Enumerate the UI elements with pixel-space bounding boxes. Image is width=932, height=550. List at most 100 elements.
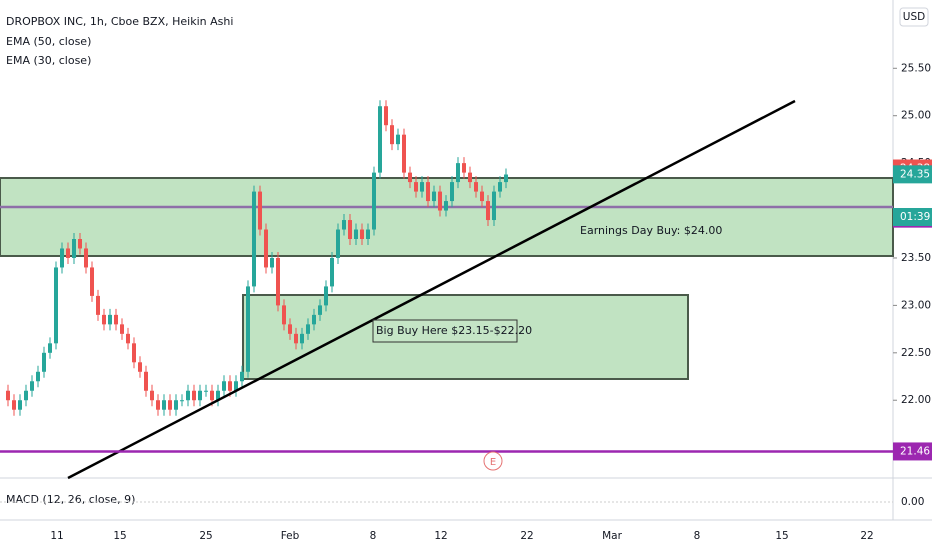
candle (198, 390, 202, 401)
candle (126, 333, 130, 344)
event-marker (483, 451, 503, 471)
candle (492, 191, 496, 221)
candle (24, 390, 28, 401)
time-label: Feb (281, 530, 300, 542)
candle (72, 239, 76, 258)
candle (84, 248, 88, 268)
time-label: 22 (860, 530, 873, 542)
candle (18, 400, 22, 410)
candle (30, 381, 34, 391)
time-label: 8 (694, 530, 701, 542)
candle (258, 191, 262, 230)
candle (360, 229, 364, 239)
candle (486, 201, 490, 221)
candle (150, 390, 154, 401)
candle (180, 400, 184, 402)
candle (468, 172, 472, 183)
candle (66, 248, 70, 258)
time-label: Mar (602, 530, 622, 542)
candle (168, 400, 172, 410)
candle (264, 229, 268, 268)
candle (282, 305, 286, 325)
time-label: 11 (50, 530, 63, 542)
candle (108, 314, 112, 325)
price-badge-label: 24.35 (900, 168, 930, 180)
candle (144, 371, 148, 391)
candle (480, 191, 484, 202)
candle (450, 182, 454, 202)
time-label: 15 (113, 530, 126, 542)
candle (456, 163, 460, 183)
candle (336, 229, 340, 258)
candle (240, 371, 244, 382)
candle (288, 324, 292, 334)
candle (114, 314, 118, 325)
price-tick-label: 23.50 (901, 252, 931, 264)
candle (174, 400, 178, 410)
candle (132, 343, 136, 363)
candle (228, 381, 232, 391)
candle (408, 172, 412, 183)
candle (498, 182, 502, 192)
candle (426, 182, 430, 202)
candle (348, 220, 352, 239)
price-tick-label: 22.50 (901, 347, 931, 359)
time-label: 15 (775, 530, 788, 542)
candle (390, 125, 394, 145)
candle (312, 314, 316, 325)
candle (504, 174, 508, 183)
candle (366, 229, 370, 239)
candle (330, 257, 334, 287)
chart-title: DROPBOX INC, 1h, Cboe BZX, Heikin Ashi (6, 15, 233, 28)
candle (186, 390, 190, 401)
candle (384, 106, 388, 126)
macd-label: MACD (12, 26, close, 9) (6, 493, 135, 506)
time-label: 25 (199, 530, 212, 542)
candle (438, 191, 442, 211)
event-label: E (490, 457, 496, 468)
candle (246, 286, 250, 372)
candle (102, 314, 106, 325)
candle (432, 191, 436, 202)
big-buy-box (372, 319, 518, 343)
candle (378, 106, 382, 173)
candle (270, 257, 274, 268)
candle (156, 400, 160, 410)
candle (36, 371, 40, 382)
candle (324, 286, 328, 306)
ema-50-label: EMA (50, close) (6, 35, 91, 48)
candle (414, 182, 418, 192)
candle (192, 390, 196, 401)
candle (396, 134, 400, 145)
candle (354, 229, 358, 239)
candle (162, 400, 166, 410)
price-badge-label: 21.46 (900, 445, 930, 457)
candle (90, 267, 94, 296)
time-label: 8 (370, 530, 377, 542)
price-badge (893, 442, 932, 461)
currency-button[interactable] (899, 7, 929, 27)
candle (78, 239, 82, 249)
price-tick-label: 25.00 (901, 110, 931, 122)
candle (48, 343, 52, 353)
candle (420, 182, 424, 192)
candle (42, 352, 46, 372)
price-tick-label: 23.00 (901, 299, 931, 311)
candle (300, 333, 304, 344)
currency[interactable]: USD (903, 11, 925, 23)
time-label: 12 (434, 530, 447, 542)
earnings-label: Earnings Day Buy: $24.00 (580, 224, 722, 237)
candle (342, 220, 346, 230)
candle (222, 381, 226, 391)
trend-line (67, 99, 796, 480)
candle (210, 390, 214, 401)
candle (402, 134, 406, 173)
ema-30-label: EMA (30, close) (6, 54, 91, 67)
candle (276, 257, 280, 306)
candle (294, 333, 298, 344)
big-buy-label: Big Buy Here $23.15-$22.20 (376, 324, 532, 337)
candle (444, 201, 448, 211)
plot: Earnings Day Buy: $24.00 Big Buy Here $23… (0, 99, 894, 480)
